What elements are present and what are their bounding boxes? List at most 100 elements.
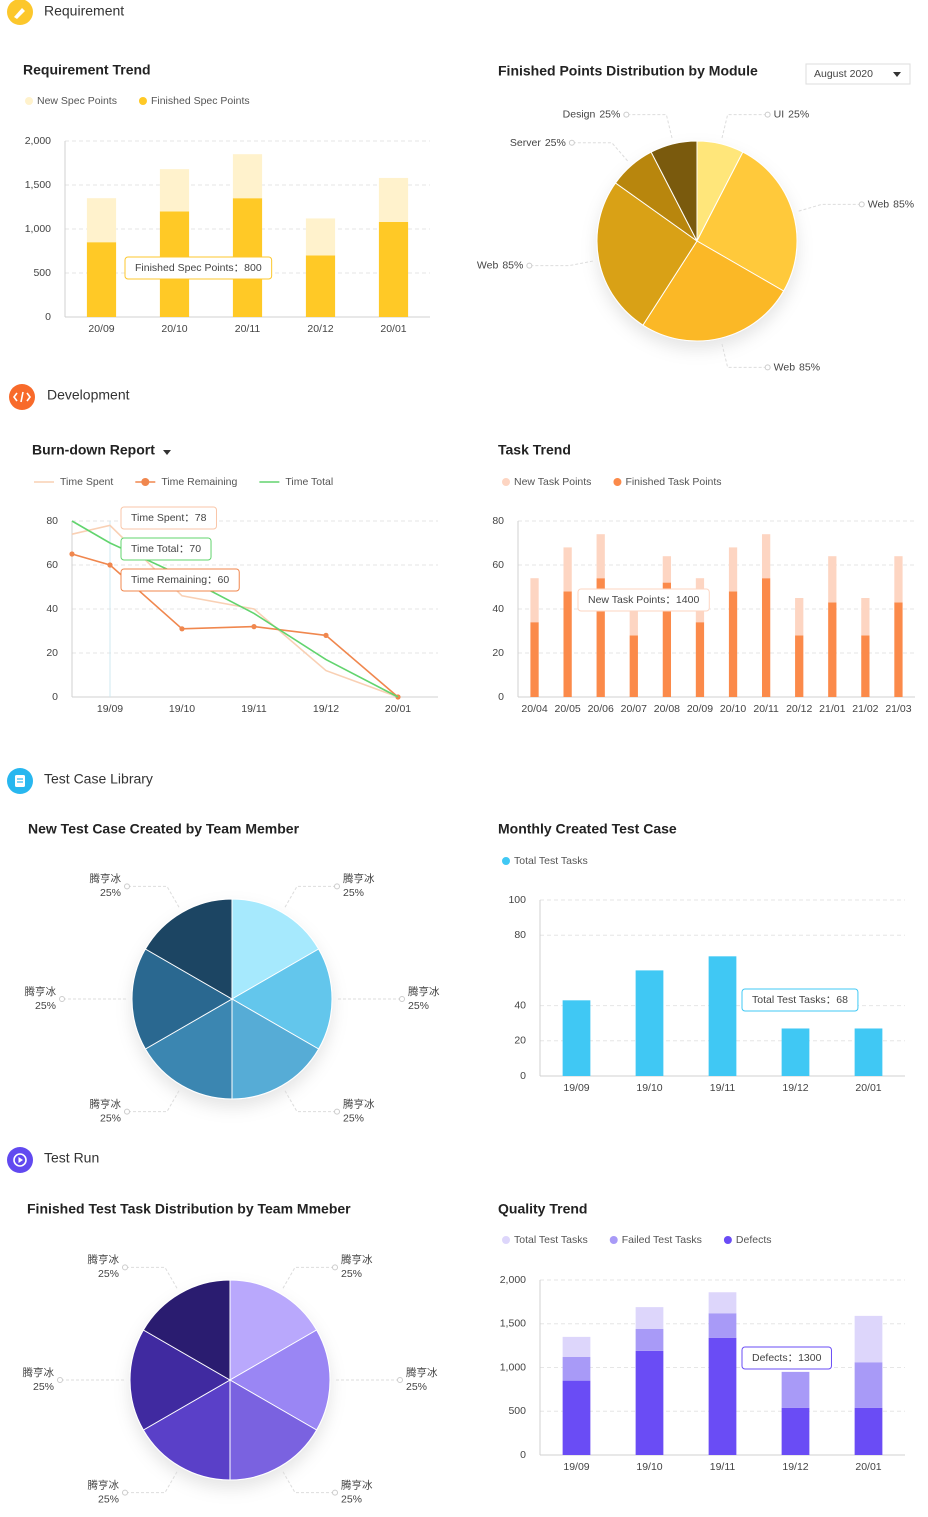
bar — [596, 578, 605, 697]
x-tick-label: 20/04 — [521, 703, 547, 715]
leader-line — [571, 142, 628, 162]
x-tick-label: 19/10 — [169, 703, 195, 715]
x-tick-label: 20/10 — [720, 703, 746, 715]
legend-marker — [138, 97, 147, 105]
bar — [781, 1028, 810, 1076]
slice-value: 25% — [98, 1268, 119, 1280]
bar — [894, 602, 903, 697]
leader-line — [282, 1471, 335, 1494]
bar — [854, 1028, 883, 1076]
bar — [695, 622, 705, 697]
bar — [854, 1362, 883, 1408]
pie-slice — [129, 1329, 232, 1431]
slice-name: 腾亨冰 — [343, 872, 375, 885]
legend-label: New Spec Points — [37, 95, 117, 107]
leader-dot — [399, 996, 405, 1002]
leader-line — [282, 1266, 335, 1289]
tooltip-text: Defects：1300 — [752, 1352, 822, 1364]
section-title: Test Case Library — [44, 771, 153, 787]
bar — [662, 582, 672, 697]
pie-slice — [642, 240, 785, 342]
section-title: Requirement — [44, 3, 124, 19]
slice-label: Web 85% — [868, 198, 914, 210]
x-tick-label: 19/11 — [710, 1461, 736, 1473]
legend-marker — [502, 857, 510, 865]
legend-marker — [502, 1236, 510, 1244]
leader-line — [125, 1471, 178, 1494]
slice-value: 25% — [343, 1112, 364, 1124]
x-tick-label: 20/01 — [385, 703, 411, 715]
slice-value: 25% — [341, 1493, 362, 1505]
y-tick-label: 100 — [508, 894, 526, 906]
legend-label: Finished Task Points — [625, 476, 721, 488]
bar — [828, 602, 837, 697]
y-tick-label: 500 — [508, 1405, 526, 1417]
y-tick-label: 0 — [52, 691, 58, 703]
slice-name: 腾亨冰 — [341, 1253, 373, 1266]
slice-name: Web — [477, 259, 499, 271]
x-tick-label: 19/12 — [782, 1461, 808, 1473]
leader-dot — [397, 1377, 403, 1383]
bar — [635, 1307, 664, 1329]
tooltip-box — [120, 537, 212, 561]
x-tick-label: 20/12 — [786, 703, 812, 715]
tooltip: Finished Spec Points：800 — [124, 256, 273, 280]
leader-dot — [122, 1489, 128, 1496]
y-tick-label: 40 — [492, 603, 504, 615]
slice-label: Server 25% — [510, 137, 566, 149]
chart-title: Monthly Created Test Case — [498, 821, 677, 837]
tooltip: Defects：1300 — [741, 1346, 832, 1370]
pie-slice — [231, 898, 320, 1000]
leader-line — [125, 1266, 178, 1289]
slice-name: 腾亨冰 — [88, 1253, 120, 1266]
legend-marker — [609, 1236, 618, 1244]
bar — [781, 1371, 810, 1408]
slice-label: Web 85% — [774, 361, 820, 373]
slice-name: Web — [774, 361, 796, 373]
x-tick-label: 19/11 — [710, 1082, 736, 1094]
legend-marker — [723, 1236, 732, 1244]
y-tick-label: 20 — [514, 1035, 526, 1047]
x-tick-label: 20/10 — [161, 323, 187, 335]
pie-slice — [596, 182, 698, 326]
bar — [795, 635, 804, 697]
slice-value: 85% — [893, 198, 914, 210]
legend-label: Defects — [736, 1234, 772, 1246]
x-tick-label: 20/07 — [621, 703, 647, 715]
leader-dot — [57, 1377, 63, 1383]
slice-value: 25% — [33, 1381, 54, 1393]
y-tick-label: 40 — [514, 999, 526, 1011]
y-tick-label: 2,000 — [25, 135, 51, 147]
legend-item: Time Total — [259, 476, 333, 488]
x-tick-label: 21/03 — [885, 703, 911, 715]
x-tick-label: 20/11 — [753, 703, 779, 715]
bar — [378, 177, 409, 222]
y-tick-label: 80 — [46, 515, 58, 527]
bar — [563, 591, 572, 697]
leader-dot — [623, 111, 630, 118]
slice-name: 腾亨冰 — [25, 985, 57, 998]
pie-slice — [231, 998, 320, 1100]
slice-name: 腾亨冰 — [23, 1366, 55, 1379]
leader-line — [529, 260, 594, 267]
dropdown[interactable] — [805, 63, 911, 85]
bar — [635, 1350, 664, 1455]
slice-value: 25% — [408, 1000, 429, 1012]
x-tick-label: 19/12 — [782, 1082, 808, 1094]
legend-item: Total Test Tasks — [502, 1234, 588, 1246]
legend-label: Finished Spec Points — [151, 95, 250, 107]
x-tick-label: 20/12 — [307, 323, 333, 335]
chart-title: Task Trend — [498, 442, 571, 458]
bar — [562, 1000, 591, 1076]
bar — [828, 556, 837, 603]
bar — [708, 1313, 737, 1338]
bar — [563, 547, 572, 592]
line — [71, 553, 399, 698]
chart-title: Burn-down Report — [32, 442, 155, 458]
leader-line — [127, 885, 180, 908]
pie-slice — [696, 151, 798, 292]
x-tick-label: 20/05 — [554, 703, 580, 715]
x-tick-label: 20/09 — [88, 323, 114, 335]
